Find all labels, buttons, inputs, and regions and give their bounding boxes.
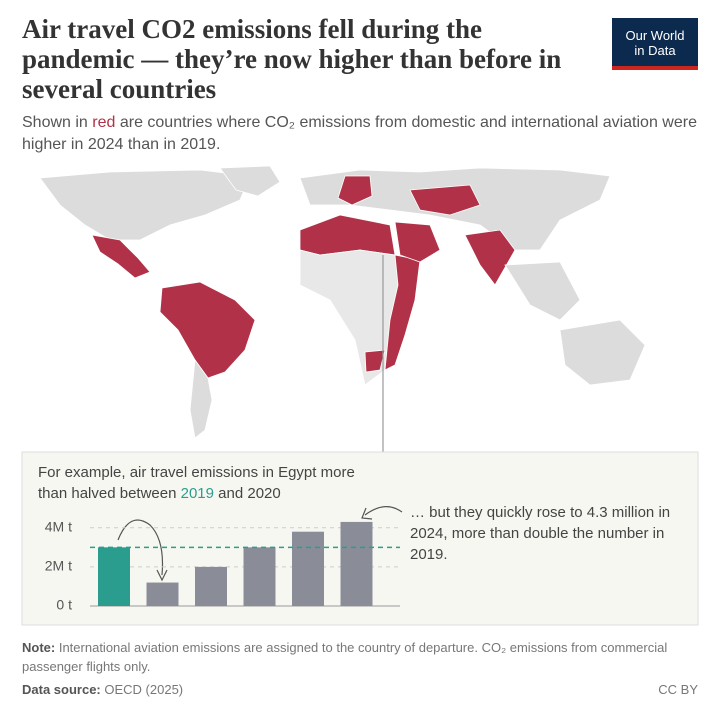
y-tick-label: 4M t [45,518,72,534]
land [219,165,281,197]
land [394,221,441,263]
bar [243,547,276,606]
note: Note: International aviation emissions a… [22,638,702,676]
logo-line: Our World [625,28,685,43]
bar [195,566,227,606]
arrow [364,506,403,516]
highlight: red [92,114,116,131]
land [337,175,373,206]
logo: Our World in Data [612,18,698,70]
land [39,169,251,241]
text: Shown in [22,114,93,131]
y-tick-label: 2M t [45,558,72,574]
y-tick-label: 0 t [56,597,72,613]
subtitle: Shown in red are countries where CO₂ emi… [22,112,702,156]
bar [98,547,130,606]
land [299,214,396,256]
land [464,229,516,286]
label: Data source: [22,682,101,697]
text: International aviation emissions are ass… [22,640,668,674]
arrow-head [361,507,373,520]
logo-line: in Data [634,43,676,58]
title: Air travel CO2 emissions fell during the… [22,14,562,104]
license: CC BY [658,682,698,697]
label: Note: [22,640,56,655]
arrow [117,519,164,576]
intro: For example, air travel emissions in Egy… [38,462,378,504]
world-map [39,165,646,439]
text: For example, air travel emissions in Egy… [38,464,355,502]
source: Data source: OECD (2025) [22,682,183,697]
land [409,184,481,216]
land [91,234,151,279]
land [364,349,386,373]
land [384,254,421,371]
land [504,261,581,321]
land [189,358,213,439]
annotation: … but they quickly rose to 4.3 million i… [410,504,671,563]
land [159,281,256,379]
text: are countries where CO₂ emissions from d… [22,114,697,153]
text: and 2020 [214,485,281,502]
bar [292,531,324,606]
arrow-head [156,569,168,582]
highlight: 2019 [180,485,214,502]
bar [146,582,179,606]
bar [340,521,373,606]
text: OECD (2025) [104,682,184,697]
land [559,319,646,386]
